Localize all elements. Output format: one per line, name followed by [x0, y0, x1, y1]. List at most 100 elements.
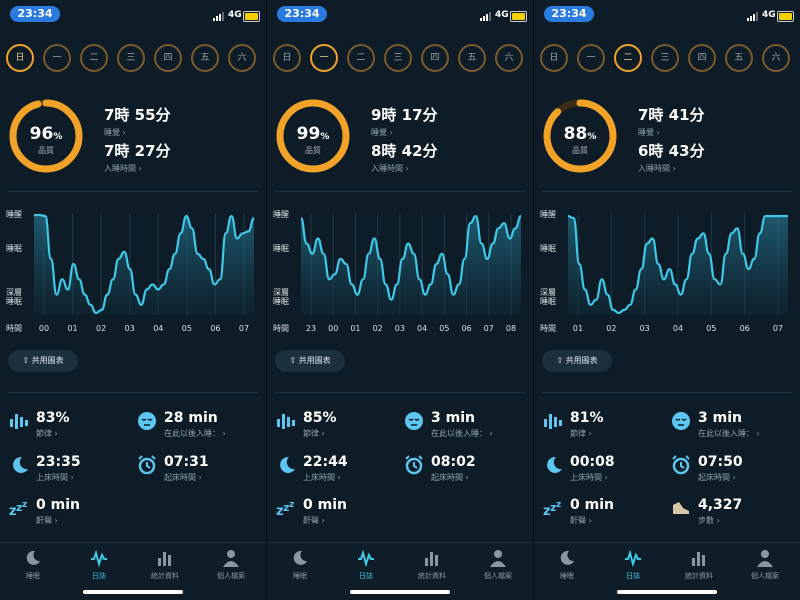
day-button[interactable]: 日 [273, 44, 301, 72]
time-to-sleep-stat[interactable]: 6時 43分 入睡時間 › [638, 140, 705, 174]
metric-value: 22:44 [303, 454, 348, 470]
sleepy-face-icon [670, 410, 692, 432]
panel-separator [533, 0, 534, 600]
day-button[interactable]: 二 [347, 44, 375, 72]
tab-label: 統計資料 [685, 572, 713, 580]
day-button[interactable]: 日 [6, 44, 34, 72]
x-tick-label: 00 [328, 324, 338, 333]
bar-chart-icon [156, 549, 174, 567]
quality-number: 88 [563, 124, 588, 144]
status-time: 23:34 [277, 6, 327, 22]
day-selector: 日一二三四五六 [6, 44, 260, 72]
metric-value: 3 min [431, 410, 475, 426]
metric-value: 85% [303, 410, 337, 426]
quality-value: 99% [275, 124, 351, 144]
tab-person[interactable]: 個人檔案 [201, 549, 261, 581]
day-button[interactable]: 五 [191, 44, 219, 72]
share-chart-button[interactable]: ⇧ 共用圖表 [275, 350, 345, 372]
metric-value: 4,327 [698, 497, 743, 513]
asleep-stat[interactable]: 9時 17分 睡覺 › [371, 104, 438, 138]
x-tick-label: 02 [606, 324, 616, 333]
y-axis-label: 睡醒 [540, 210, 556, 219]
day-button[interactable]: 日 [540, 44, 568, 72]
metric-label: 上床時間 › [570, 473, 608, 482]
share-chart-button[interactable]: ⇧ 共用圖表 [542, 350, 612, 372]
status-time: 23:34 [10, 6, 60, 22]
tab-bar-chart[interactable]: 統計資料 [402, 549, 462, 581]
asleep-stat[interactable]: 7時 55分 睡覺 › [104, 104, 171, 138]
sleepy-face-icon [136, 410, 158, 432]
tab-person[interactable]: 個人檔案 [735, 549, 795, 581]
day-button[interactable]: 五 [725, 44, 753, 72]
quality-unit: % [53, 132, 63, 142]
asleep-value: 7時 41分 [638, 106, 705, 124]
svg-text:z: z [550, 501, 556, 514]
share-label: 共用圖表 [31, 356, 64, 365]
metric-label: 上床時間 › [303, 473, 341, 482]
metric-value: 00:08 [570, 454, 615, 470]
day-button[interactable]: 六 [228, 44, 256, 72]
asleep-stat[interactable]: 7時 41分睡覺 › [638, 104, 705, 138]
y-axis-label: 時間 [273, 324, 289, 333]
tab-moon[interactable]: 睡眠 [270, 549, 330, 581]
tab-wave[interactable]: 日誌 [336, 549, 396, 581]
day-button[interactable]: 三 [651, 44, 679, 72]
person-icon [222, 549, 240, 567]
asleep-label: 睡覺 › [638, 128, 660, 137]
quality-label: 品質 [572, 146, 588, 155]
tab-bar-chart[interactable]: 統計資料 [135, 549, 195, 581]
time-to-sleep-stat[interactable]: 8時 42分 入睡時間 › [371, 140, 438, 174]
x-tick-label: 06 [461, 324, 471, 333]
day-button[interactable]: 一 [310, 44, 338, 72]
metric-value: 07:31 [164, 454, 209, 470]
sleep-line [567, 214, 788, 315]
y-axis-label: 睡眠 [273, 244, 289, 253]
tab-person[interactable]: 個人檔案 [468, 549, 528, 581]
x-tick-label: 06 [740, 324, 750, 333]
day-button[interactable]: 一 [577, 44, 605, 72]
tab-moon[interactable]: 睡眠 [3, 549, 63, 581]
day-button[interactable]: 六 [762, 44, 790, 72]
x-tick-label: 02 [373, 324, 383, 333]
day-button[interactable]: 五 [458, 44, 486, 72]
x-tick-label: 01 [67, 324, 77, 333]
tab-label: 個人檔案 [751, 572, 779, 580]
day-button[interactable]: 四 [154, 44, 182, 72]
day-button[interactable]: 一 [43, 44, 71, 72]
day-button[interactable]: 四 [421, 44, 449, 72]
tab-moon[interactable]: 睡眠 [537, 549, 597, 581]
tab-bar-chart[interactable]: 統計資料 [669, 549, 729, 581]
regularity-icon [8, 410, 30, 432]
tab-wave[interactable]: 日誌 [69, 549, 129, 581]
share-chart-button[interactable]: ⇧ 共用圖表 [8, 350, 78, 372]
y-axis-label: 睡醒 [273, 210, 289, 219]
day-button[interactable]: 二 [80, 44, 108, 72]
time-to-sleep-value: 6時 43分 [638, 142, 705, 160]
tab-label: 日誌 [626, 572, 640, 580]
metric-value: 07:50 [698, 454, 743, 470]
x-tick-label: 01 [573, 324, 583, 333]
time-to-sleep-value: 7時 27分 [104, 142, 171, 160]
day-button[interactable]: 三 [384, 44, 412, 72]
status-bar: 23:34 4G [534, 0, 800, 30]
time-to-sleep-stat[interactable]: 7時 27分 入睡時間 › [104, 140, 171, 174]
metric-label: 步數 › [698, 516, 720, 525]
day-button[interactable]: 二 [614, 44, 642, 72]
bar-chart-icon [423, 549, 441, 567]
quality-number: 99 [296, 124, 321, 144]
metric-label: 起床時間 › [698, 473, 736, 482]
battery-icon [243, 11, 260, 22]
day-button[interactable]: 四 [688, 44, 716, 72]
x-tick-label: 05 [439, 324, 449, 333]
y-axis-label: 深層 [6, 288, 22, 297]
tab-wave[interactable]: 日誌 [603, 549, 663, 581]
day-button[interactable]: 六 [495, 44, 523, 72]
day-button[interactable]: 三 [117, 44, 145, 72]
person-icon [756, 549, 774, 567]
metric-label: 鼾聲 › [36, 516, 58, 525]
network-label: 4G [495, 10, 509, 20]
status-time: 23:34 [544, 6, 594, 22]
day-selector: 日一二三四五六 [273, 44, 527, 72]
bar-chart-icon [690, 549, 708, 567]
